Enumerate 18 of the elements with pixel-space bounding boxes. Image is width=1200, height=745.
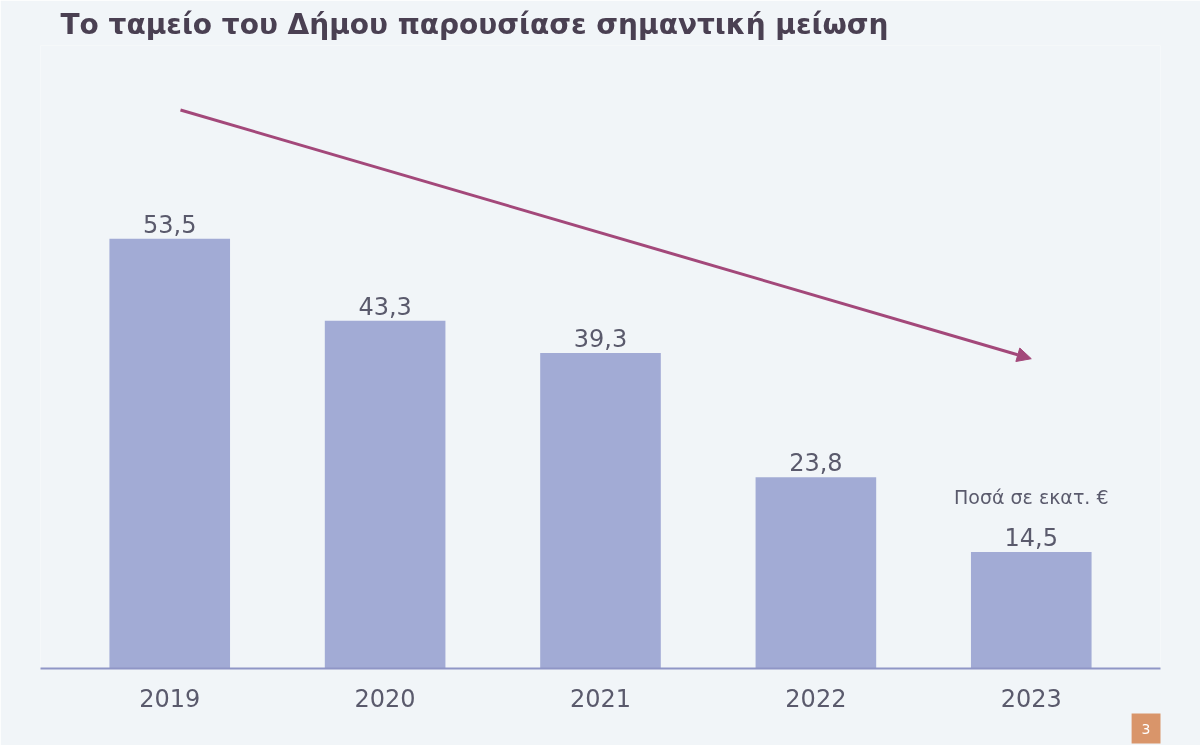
data-label: 53,5 — [143, 210, 197, 239]
chart-title: Το ταμείο του Δήμου παρουσίασε σημαντική μείωση — [60, 7, 889, 41]
x-tick-label: 2021 — [569, 684, 632, 713]
data-label: 14,5 — [1004, 524, 1058, 553]
text: 3 — [1141, 720, 1151, 737]
x-tick-label: 2023 — [1000, 684, 1062, 713]
data-label: 43,3 — [358, 292, 412, 321]
bar — [540, 352, 661, 669]
bar — [755, 477, 877, 669]
annotation: Ποσά σε εκατ. € — [954, 486, 1109, 509]
x-tick-label: 2020 — [354, 684, 416, 713]
data-label: 39,3 — [573, 324, 628, 353]
data-label: 23,8 — [789, 449, 843, 478]
bar — [324, 320, 446, 669]
x-tick-label: 2022 — [785, 684, 847, 713]
bar — [970, 552, 1092, 669]
bar — [109, 238, 231, 669]
x-tick-label: 2019 — [139, 684, 201, 713]
